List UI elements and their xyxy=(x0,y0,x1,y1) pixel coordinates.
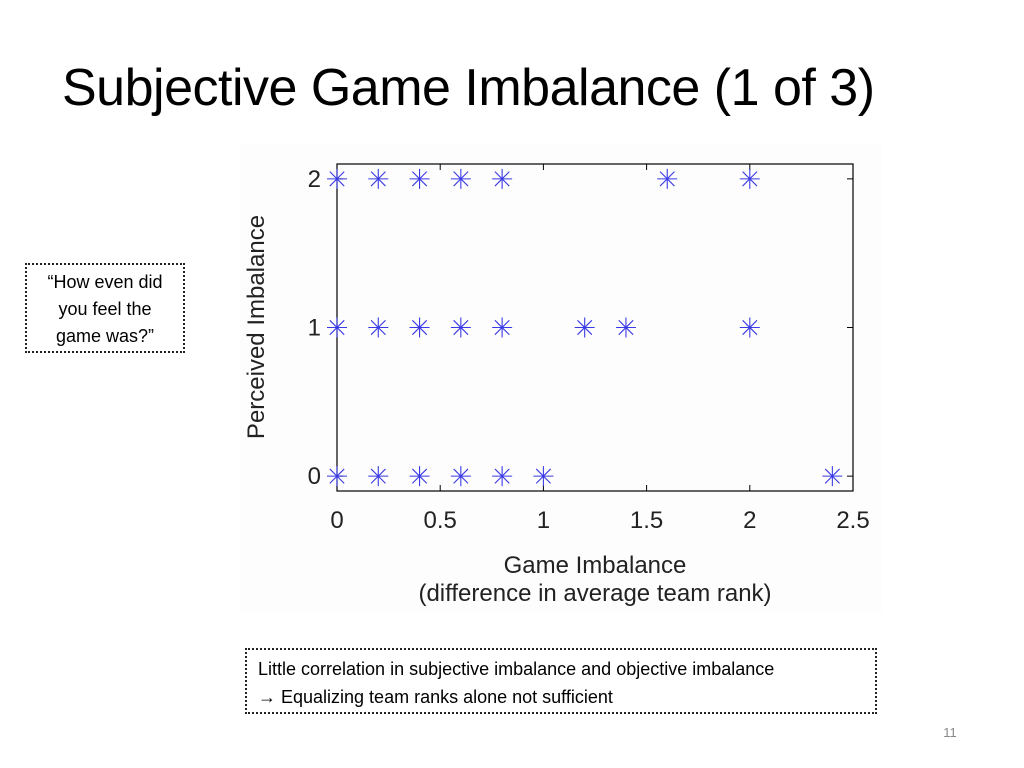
data-points xyxy=(327,168,843,487)
data-point-asterisk xyxy=(450,168,471,189)
data-point-asterisk xyxy=(327,168,347,189)
conclusion-line-2: → Equalizing team ranks alone not suffic… xyxy=(258,683,875,711)
data-point-asterisk xyxy=(368,317,389,338)
data-point-asterisk xyxy=(409,317,430,338)
data-point-asterisk xyxy=(492,168,513,189)
x-tick-label: 2 xyxy=(743,507,756,534)
chart-container: 0 0.5 1 1.5 2 2.5 0 1 2 Game Imbalance (differe… xyxy=(240,144,882,612)
x-axis-label: Game Imbalance xyxy=(504,552,687,579)
y-tick-label: 0 xyxy=(308,463,321,490)
data-point-asterisk xyxy=(739,168,760,189)
data-point-asterisk xyxy=(327,466,347,487)
data-point-asterisk xyxy=(739,317,760,338)
question-callout: “How even did you feel the game was?” xyxy=(25,263,185,353)
x-axis-label-line2: (difference in average team rank) xyxy=(418,580,771,607)
data-point-asterisk xyxy=(574,317,595,338)
slide-title: Subjective Game Imbalance (1 of 3) xyxy=(62,59,875,117)
question-callout-line: “How even did xyxy=(47,272,163,292)
data-point-asterisk xyxy=(492,466,513,487)
x-tick-label: 2.5 xyxy=(836,507,869,534)
data-point-asterisk xyxy=(409,168,430,189)
conclusion-line-1: Little correlation in subjective imbalan… xyxy=(258,659,775,679)
data-point-asterisk xyxy=(822,466,843,487)
data-point-asterisk xyxy=(450,466,471,487)
data-point-asterisk xyxy=(492,317,513,338)
data-point-asterisk xyxy=(327,317,347,338)
data-point-asterisk xyxy=(615,317,636,338)
scatter-chart: 0 0.5 1 1.5 2 2.5 0 1 2 Game Imbalance (differe… xyxy=(243,163,870,607)
data-point-asterisk xyxy=(450,317,471,338)
data-point-asterisk xyxy=(368,168,389,189)
data-point-asterisk xyxy=(533,466,554,487)
data-point-asterisk xyxy=(657,168,678,189)
x-axis-ticks: 0 0.5 1 1.5 2 2.5 xyxy=(330,164,870,534)
question-callout-line: you feel the xyxy=(58,299,152,319)
x-tick-label: 1.5 xyxy=(630,507,663,534)
question-callout-line: game was?” xyxy=(55,326,155,346)
conclusion-callout: Little correlation in subjective imbalan… xyxy=(245,648,877,714)
y-tick-label: 1 xyxy=(308,315,321,342)
data-point-asterisk xyxy=(368,466,389,487)
right-arrow-icon: → xyxy=(258,687,276,707)
data-point-asterisk xyxy=(409,466,430,487)
y-tick-label: 2 xyxy=(308,166,321,193)
x-tick-label: 0 xyxy=(330,507,343,534)
page-number: 11 xyxy=(943,725,957,740)
x-tick-label: 1 xyxy=(537,507,550,534)
x-tick-label: 0.5 xyxy=(424,507,457,534)
conclusion-line-2-text: Equalizing team ranks alone not sufficie… xyxy=(276,687,613,707)
y-axis-label: Perceived Imbalance xyxy=(243,215,270,439)
